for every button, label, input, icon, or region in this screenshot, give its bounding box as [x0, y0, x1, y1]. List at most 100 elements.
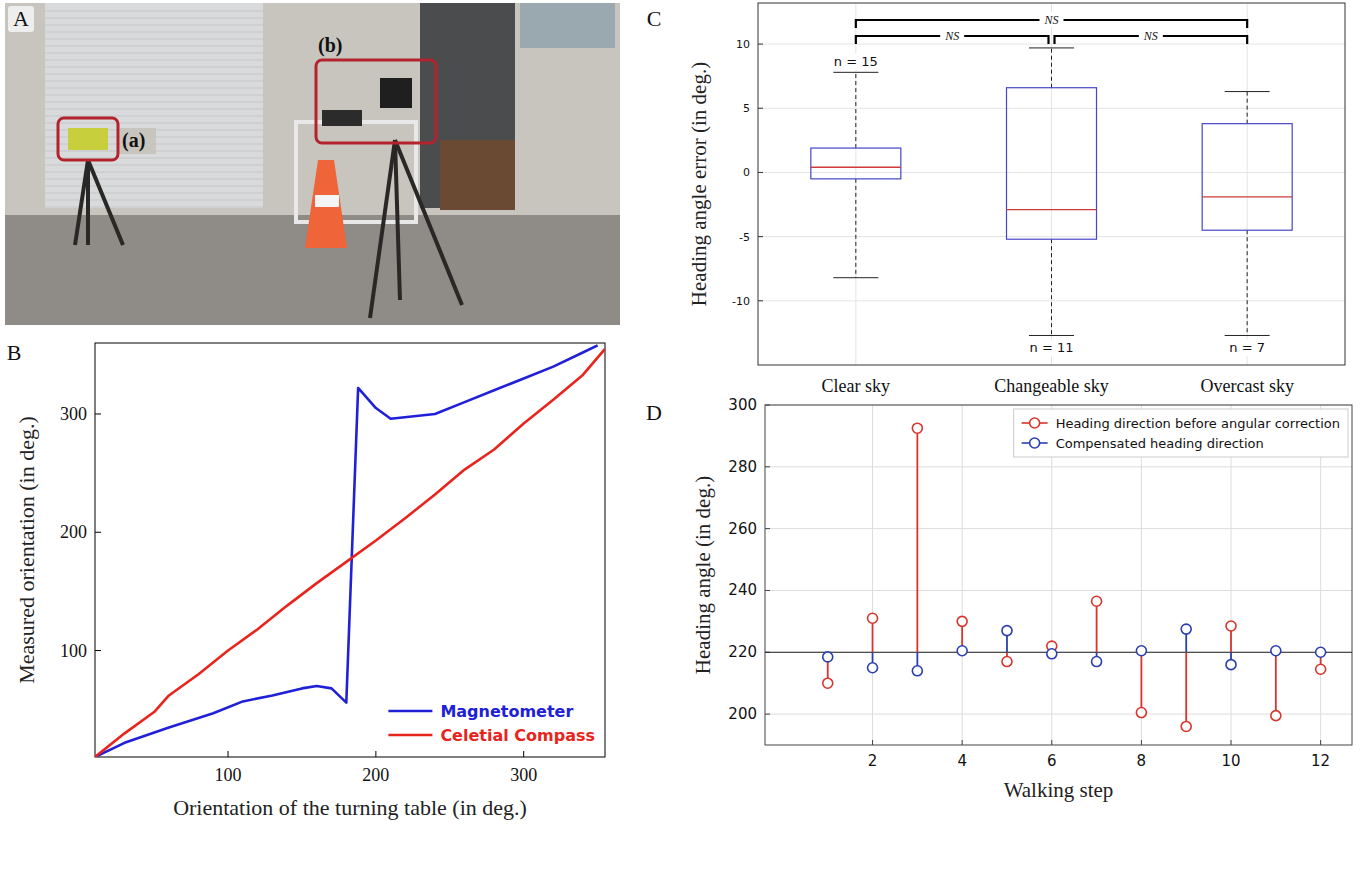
data-lines [95, 345, 605, 757]
stem-marker [823, 652, 833, 662]
x-tick-label: 6 [1047, 752, 1057, 770]
grid-line [765, 714, 1352, 715]
photo-ground [5, 3, 620, 325]
tripod-leg [395, 140, 462, 305]
x-tick [523, 751, 524, 757]
boxes [811, 48, 1292, 336]
stem-marker [1226, 660, 1236, 670]
grid-line [765, 466, 1352, 467]
annotation: NS [944, 29, 959, 43]
series-line [95, 349, 605, 757]
photo-laptop [322, 110, 362, 126]
grid-line [765, 590, 1352, 591]
y-tick [765, 528, 770, 529]
x-tick-label: 2 [868, 752, 878, 770]
stem-marker [1271, 646, 1281, 656]
shutter-stripe [45, 81, 263, 82]
cone-band [315, 195, 339, 207]
y-tick-label: 300 [60, 404, 87, 424]
grid-line [962, 405, 963, 745]
tripod-leg [395, 140, 400, 300]
y-tick [765, 405, 770, 406]
n-label: n = 11 [1030, 340, 1074, 355]
photo-label: (a) [122, 129, 145, 152]
shutter-stripe [45, 172, 263, 173]
shutter-stripe [45, 18, 263, 19]
stem-marker [1092, 596, 1102, 606]
photo-sensor [68, 128, 108, 150]
legend-swatch [388, 734, 432, 737]
tripod-leg [370, 140, 395, 318]
annotation: NS [1143, 29, 1158, 43]
grid-line [872, 405, 873, 745]
label-patch [1139, 28, 1163, 43]
x-tick-label: 300 [510, 765, 537, 785]
x-axis-title: Walking step [1004, 778, 1114, 802]
box [1006, 88, 1096, 239]
label-patch [316, 33, 354, 58]
whisker [1247, 230, 1248, 335]
label-patch [1040, 12, 1064, 27]
x-tick-label: Changeable sky [994, 376, 1108, 396]
shutter-stripe [45, 88, 263, 89]
stem-marker [1092, 657, 1102, 667]
panel-letter: B [7, 340, 22, 365]
y-tick-label: 0 [743, 166, 750, 179]
shutter-stripe [45, 186, 263, 187]
label-patch [832, 53, 880, 70]
whisker-cap [833, 277, 878, 278]
stem-marker [1047, 649, 1057, 659]
figure: (a)(b)A100200300100200300MagnetometerCel… [0, 0, 1368, 872]
y-tick-label: 220 [728, 643, 757, 661]
y-tick-label: 300 [728, 396, 757, 414]
shutter-stripe [45, 193, 263, 194]
legend-label: Celetial Compass [440, 726, 595, 745]
tripod-leg [88, 160, 123, 245]
x-tick [962, 740, 963, 745]
legend-label: Heading direction before angular correct… [1056, 416, 1340, 431]
y-tick-label: 260 [728, 520, 757, 538]
photo-window [520, 3, 615, 48]
whisker [1051, 239, 1052, 335]
y-tick [758, 44, 763, 45]
legend: Heading direction before angular correct… [1014, 409, 1348, 457]
shutter-stripe [45, 39, 263, 40]
legend-swatch [1030, 438, 1040, 448]
panel-d: 24681012200220240260280300Heading direct… [646, 396, 1352, 802]
median [1202, 196, 1292, 197]
y-axis-title: Heading angle (in deg.) [691, 476, 715, 674]
stem-marker [1136, 646, 1146, 656]
y-tick-label: -5 [739, 231, 750, 244]
legend: Magnetometer Celetial Compass [388, 702, 595, 745]
x-tick-label: Overcast sky [1200, 376, 1293, 396]
grid-line [1051, 3, 1052, 365]
shutter-stripe [45, 179, 263, 180]
stem-marker [1002, 626, 1012, 636]
y-axis-title: Measured orientation (in deg.) [14, 416, 39, 684]
plot-frame [765, 405, 1352, 745]
stem-marker [1136, 708, 1146, 718]
stem-marker [1316, 664, 1326, 674]
annotation: NS [1043, 13, 1058, 27]
x-tick [1231, 740, 1232, 745]
plot-frame [95, 343, 605, 757]
whisker-cap [833, 72, 878, 73]
x-tick [228, 751, 229, 757]
shutter-stripe [45, 32, 263, 33]
legend-label: Magnetometer [440, 702, 573, 721]
label-patch [1223, 339, 1271, 356]
stem-marker [868, 613, 878, 623]
tripod-leg [75, 160, 88, 245]
photo-shutter [45, 3, 263, 208]
box [811, 148, 901, 179]
median [1006, 209, 1096, 210]
shutter-stripe [45, 158, 263, 159]
grid-line [765, 528, 1352, 529]
plot-background [758, 3, 1345, 365]
y-tick [95, 532, 101, 533]
y-tick-label: 200 [60, 522, 87, 542]
y-tick [758, 108, 763, 109]
shutter-stripe [45, 67, 263, 68]
y-tick [758, 172, 763, 173]
y-tick-label: -10 [732, 295, 750, 308]
